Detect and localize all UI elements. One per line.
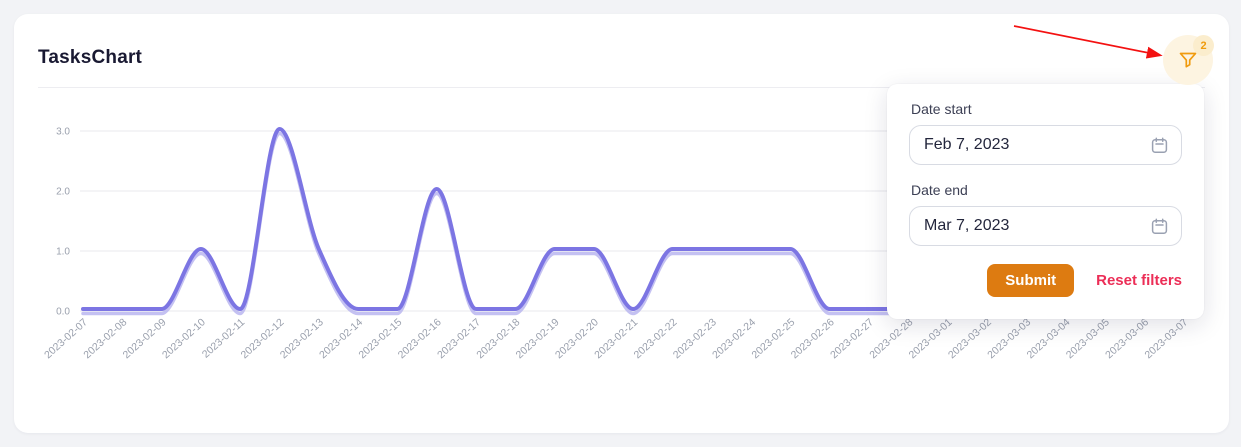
svg-text:1.0: 1.0 <box>56 247 70 258</box>
funnel-icon <box>1179 52 1197 68</box>
popup-actions: Submit Reset filters <box>909 264 1182 297</box>
svg-text:0.0: 0.0 <box>56 307 70 318</box>
date-end-value: Mar 7, 2023 <box>924 217 1010 234</box>
date-start-label: Date start <box>911 101 972 117</box>
date-start-value: Feb 7, 2023 <box>924 136 1010 153</box>
header-divider <box>38 87 1205 88</box>
submit-button[interactable]: Submit <box>987 264 1075 297</box>
svg-text:2023-02-10: 2023-02-10 <box>160 316 208 361</box>
calendar-icon[interactable] <box>1150 217 1169 236</box>
svg-text:2023-03-07: 2023-03-07 <box>1142 316 1190 361</box>
date-start-input[interactable]: Feb 7, 2023 <box>909 125 1182 165</box>
date-end-label: Date end <box>911 182 968 198</box>
filter-count-badge: 2 <box>1193 35 1214 56</box>
filter-button[interactable]: 2 <box>1163 35 1214 85</box>
reset-filters-link[interactable]: Reset filters <box>1096 272 1182 289</box>
date-end-input[interactable]: Mar 7, 2023 <box>909 206 1182 246</box>
svg-text:2.0: 2.0 <box>56 187 70 198</box>
page-title: TasksChart <box>38 47 143 68</box>
calendar-icon[interactable] <box>1150 136 1169 155</box>
filter-popup: Date start Feb 7, 2023 Date end Mar 7, 2… <box>887 84 1204 319</box>
tasks-line-chart: 0.01.02.03.02023-02-072023-02-082023-02-… <box>42 127 1204 361</box>
tasks-chart-card: TasksChart 0.0 1.0 2.0 3.0 2023-02-07 2023-02… <box>14 14 1229 433</box>
svg-text:3.0: 3.0 <box>56 127 70 138</box>
